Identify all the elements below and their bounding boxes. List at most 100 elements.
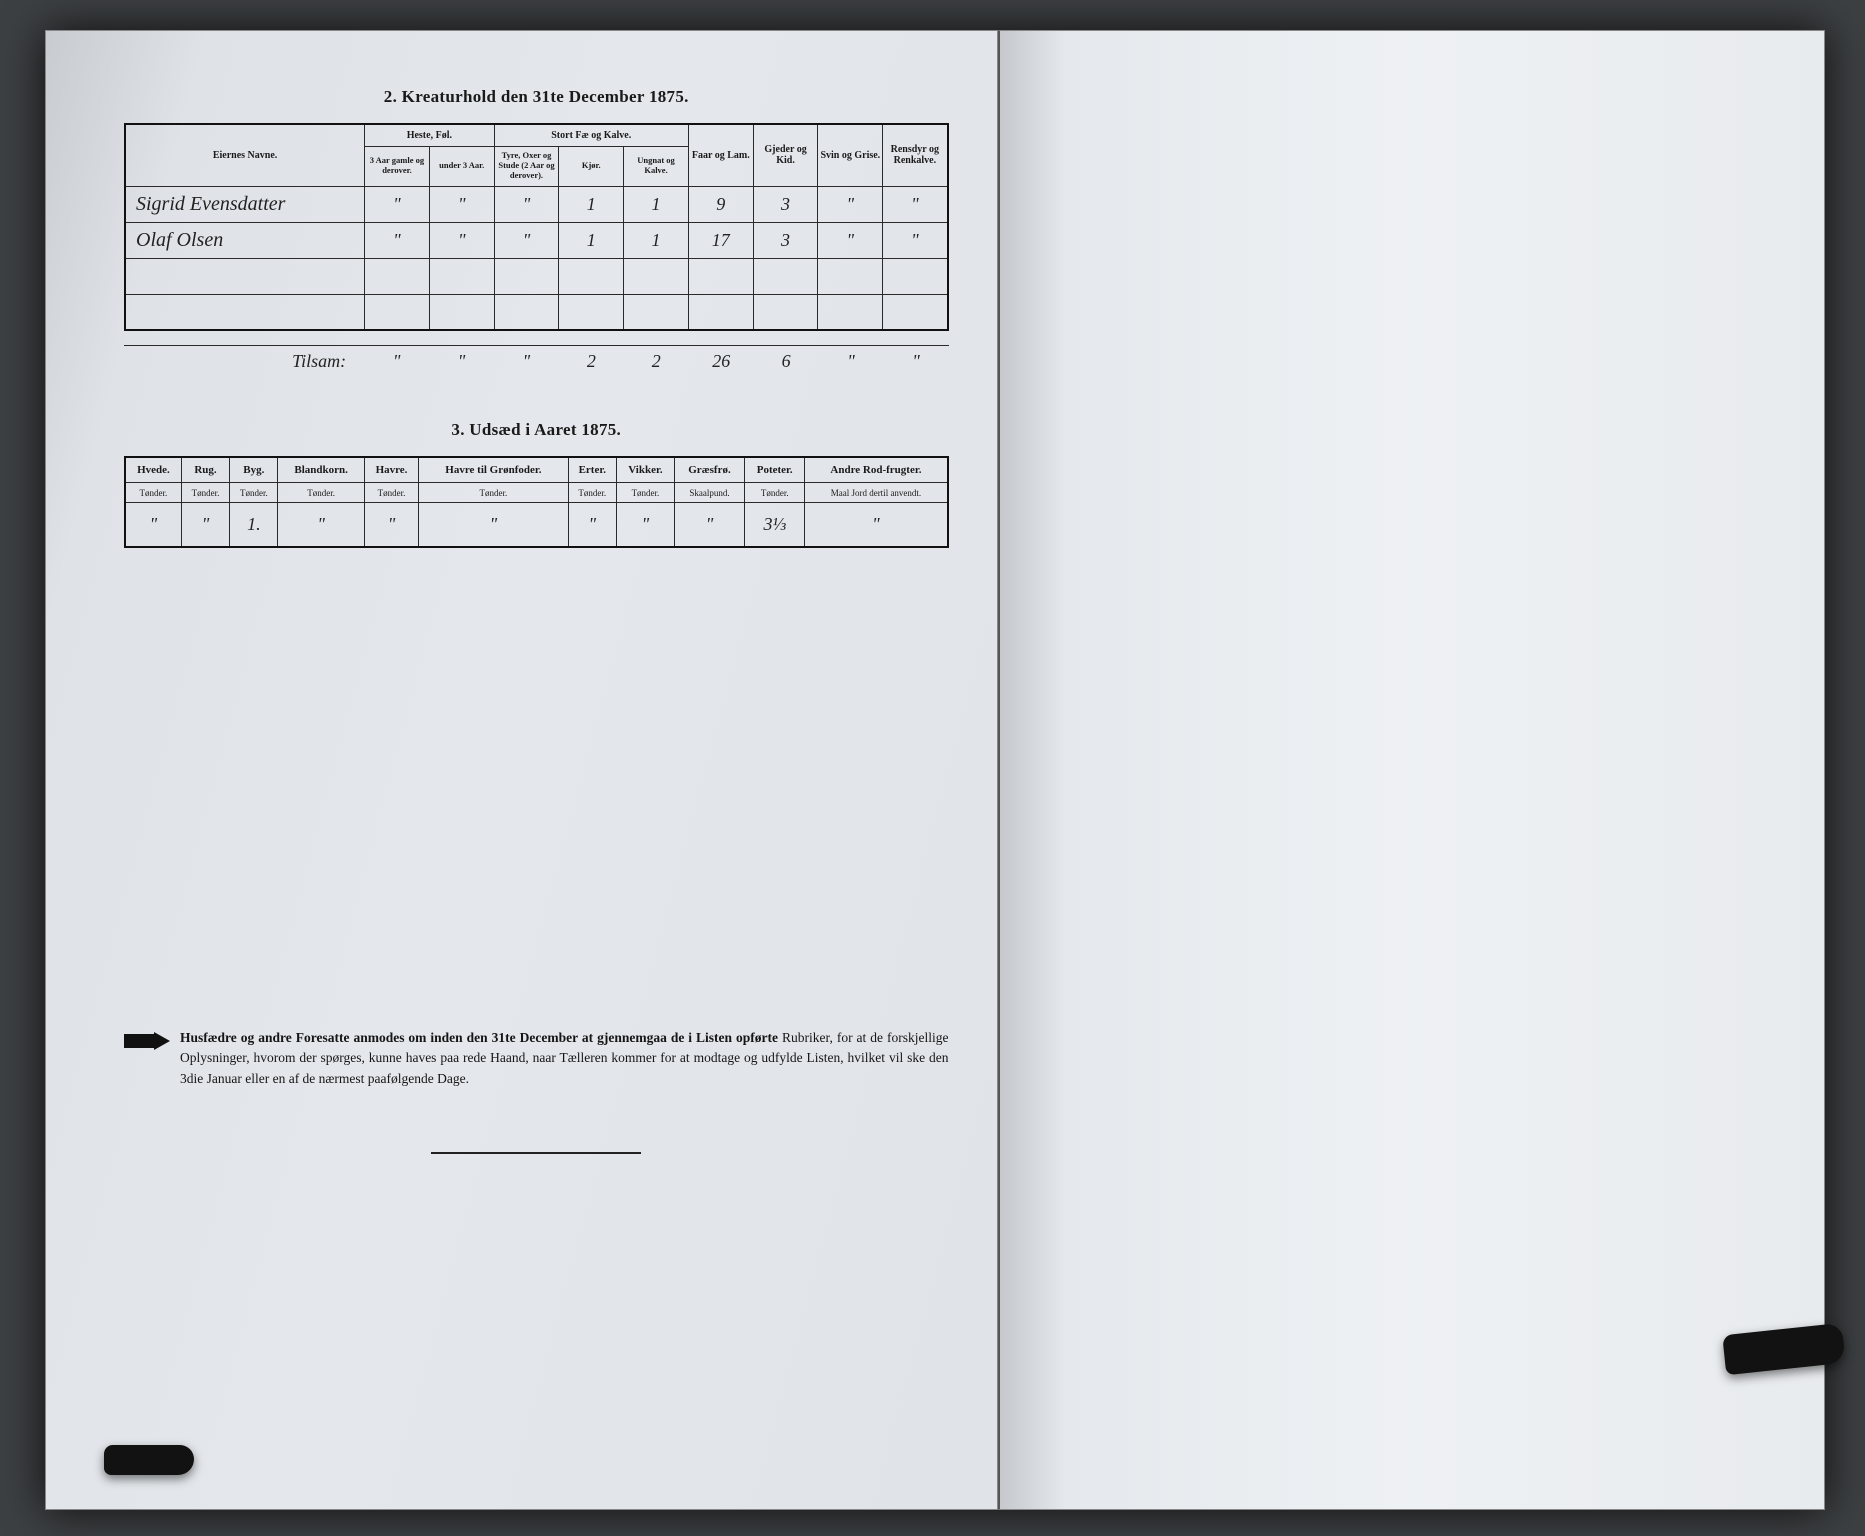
col-goats: Gjeder og Kid.	[753, 124, 818, 186]
value-cell: "	[429, 186, 494, 222]
crop-unit: Maal Jord dertil anvendt.	[805, 483, 948, 503]
crop-unit: Tønder.	[616, 483, 674, 503]
table-row	[125, 294, 948, 330]
sub-horse-a: 3 Aar gamle og derover.	[365, 146, 430, 186]
value-cell: "	[883, 222, 948, 258]
value-cell	[753, 258, 818, 294]
value-cell: "	[818, 186, 883, 222]
crop-header: Poteter.	[745, 457, 805, 483]
crop-value: "	[125, 503, 181, 547]
crop-unit: Tønder.	[181, 483, 229, 503]
crop-header: Hvede.	[125, 457, 181, 483]
owner-cell	[125, 258, 365, 294]
tot-hU: "	[429, 346, 494, 378]
crop-value: "	[419, 503, 568, 547]
value-cell: 1	[559, 222, 624, 258]
crop-header: Rug.	[181, 457, 229, 483]
book-spread: 2. Kreaturhold den 31te December 1875. E…	[45, 30, 1825, 1510]
value-cell: "	[365, 222, 430, 258]
sowing-table: Hvede.Rug.Byg.Blandkorn.Havre.Havre til …	[124, 456, 949, 548]
value-cell	[494, 294, 559, 330]
crop-header: Blandkorn.	[278, 457, 364, 483]
tot-goats: 6	[754, 346, 819, 378]
crop-unit: Tønder.	[230, 483, 278, 503]
right-page-blank	[998, 30, 1826, 1510]
value-cell	[883, 258, 948, 294]
value-cell	[624, 294, 689, 330]
value-cell	[365, 294, 430, 330]
page-holder-shadow	[1722, 1323, 1846, 1375]
tot-pigs: "	[819, 346, 884, 378]
value-cell: 9	[688, 186, 753, 222]
value-cell: "	[365, 186, 430, 222]
crop-header: Vikker.	[616, 457, 674, 483]
crop-value: "	[805, 503, 948, 547]
notice-lead: Husfædre og andre Foresatte anmodes om i…	[180, 1030, 778, 1045]
crop-unit: Tønder.	[125, 483, 181, 503]
crop-header: Havre til Grønfoder.	[419, 457, 568, 483]
section2-title: 2. Kreaturhold den 31te December 1875.	[124, 87, 949, 107]
binder-clip-shadow	[104, 1445, 194, 1475]
crop-unit: Tønder.	[364, 483, 418, 503]
footer-notice: Husfædre og andre Foresatte anmodes om i…	[124, 1028, 949, 1091]
pointing-hand-icon	[124, 1030, 170, 1052]
footer-rule	[431, 1152, 641, 1154]
crop-value: 1.	[230, 503, 278, 547]
crop-header: Andre Rod-frugter.	[805, 457, 948, 483]
crop-header: Byg.	[230, 457, 278, 483]
value-cell	[429, 294, 494, 330]
value-cell	[559, 258, 624, 294]
table-row: Sigrid Evensdatter"""1193""	[125, 186, 948, 222]
value-cell	[753, 294, 818, 330]
table-row	[125, 258, 948, 294]
value-cell: "	[883, 186, 948, 222]
value-cell	[688, 258, 753, 294]
col-pigs: Svin og Grise.	[818, 124, 883, 186]
crop-unit: Tønder.	[278, 483, 364, 503]
livestock-totals: Tilsam: " " " 2 2 26 6 " "	[124, 345, 949, 378]
livestock-table: Eiernes Navne. Heste, Føl. Stort Fæ og K…	[124, 123, 949, 331]
owner-cell: Sigrid Evensdatter	[125, 186, 365, 222]
value-cell	[494, 258, 559, 294]
value-cell: 1	[624, 222, 689, 258]
crop-value: "	[674, 503, 744, 547]
value-cell: "	[494, 186, 559, 222]
crop-value: "	[616, 503, 674, 547]
tot-sheep: 26	[689, 346, 754, 378]
value-cell	[688, 294, 753, 330]
crop-value: "	[568, 503, 616, 547]
tot-cA: "	[494, 346, 559, 378]
sub-cattle-b: Kjør.	[559, 146, 624, 186]
value-cell: "	[429, 222, 494, 258]
left-page: 2. Kreaturhold den 31te December 1875. E…	[45, 30, 998, 1510]
crop-value: 3⅓	[745, 503, 805, 547]
sub-cattle-c: Ungnat og Kalve.	[624, 146, 689, 186]
crop-unit: Tønder.	[568, 483, 616, 503]
sub-horse-b: under 3 Aar.	[429, 146, 494, 186]
col-reindeer: Rensdyr og Renkalve.	[883, 124, 948, 186]
crop-header: Havre.	[364, 457, 418, 483]
crop-value: "	[278, 503, 364, 547]
totals-label: Tilsam:	[124, 346, 364, 378]
value-cell: 1	[559, 186, 624, 222]
value-cell	[818, 294, 883, 330]
value-cell: 1	[624, 186, 689, 222]
col-cattle: Stort Fæ og Kalve.	[494, 124, 688, 146]
table-row: Olaf Olsen"""11173""	[125, 222, 948, 258]
value-cell: "	[494, 222, 559, 258]
crop-value: "	[364, 503, 418, 547]
tot-h3: "	[364, 346, 429, 378]
value-cell	[624, 258, 689, 294]
crop-value: "	[181, 503, 229, 547]
sub-cattle-a: Tyre, Oxer og Stude (2 Aar og derover).	[494, 146, 559, 186]
value-cell: 3	[753, 222, 818, 258]
col-horses: Heste, Føl.	[365, 124, 495, 146]
crop-header: Erter.	[568, 457, 616, 483]
owner-cell: Olaf Olsen	[125, 222, 365, 258]
col-sheep: Faar og Lam.	[688, 124, 753, 186]
tot-rein: "	[884, 346, 949, 378]
value-cell: "	[818, 222, 883, 258]
value-cell	[365, 258, 430, 294]
crop-header: Græsfrø.	[674, 457, 744, 483]
crop-unit: Tønder.	[745, 483, 805, 503]
